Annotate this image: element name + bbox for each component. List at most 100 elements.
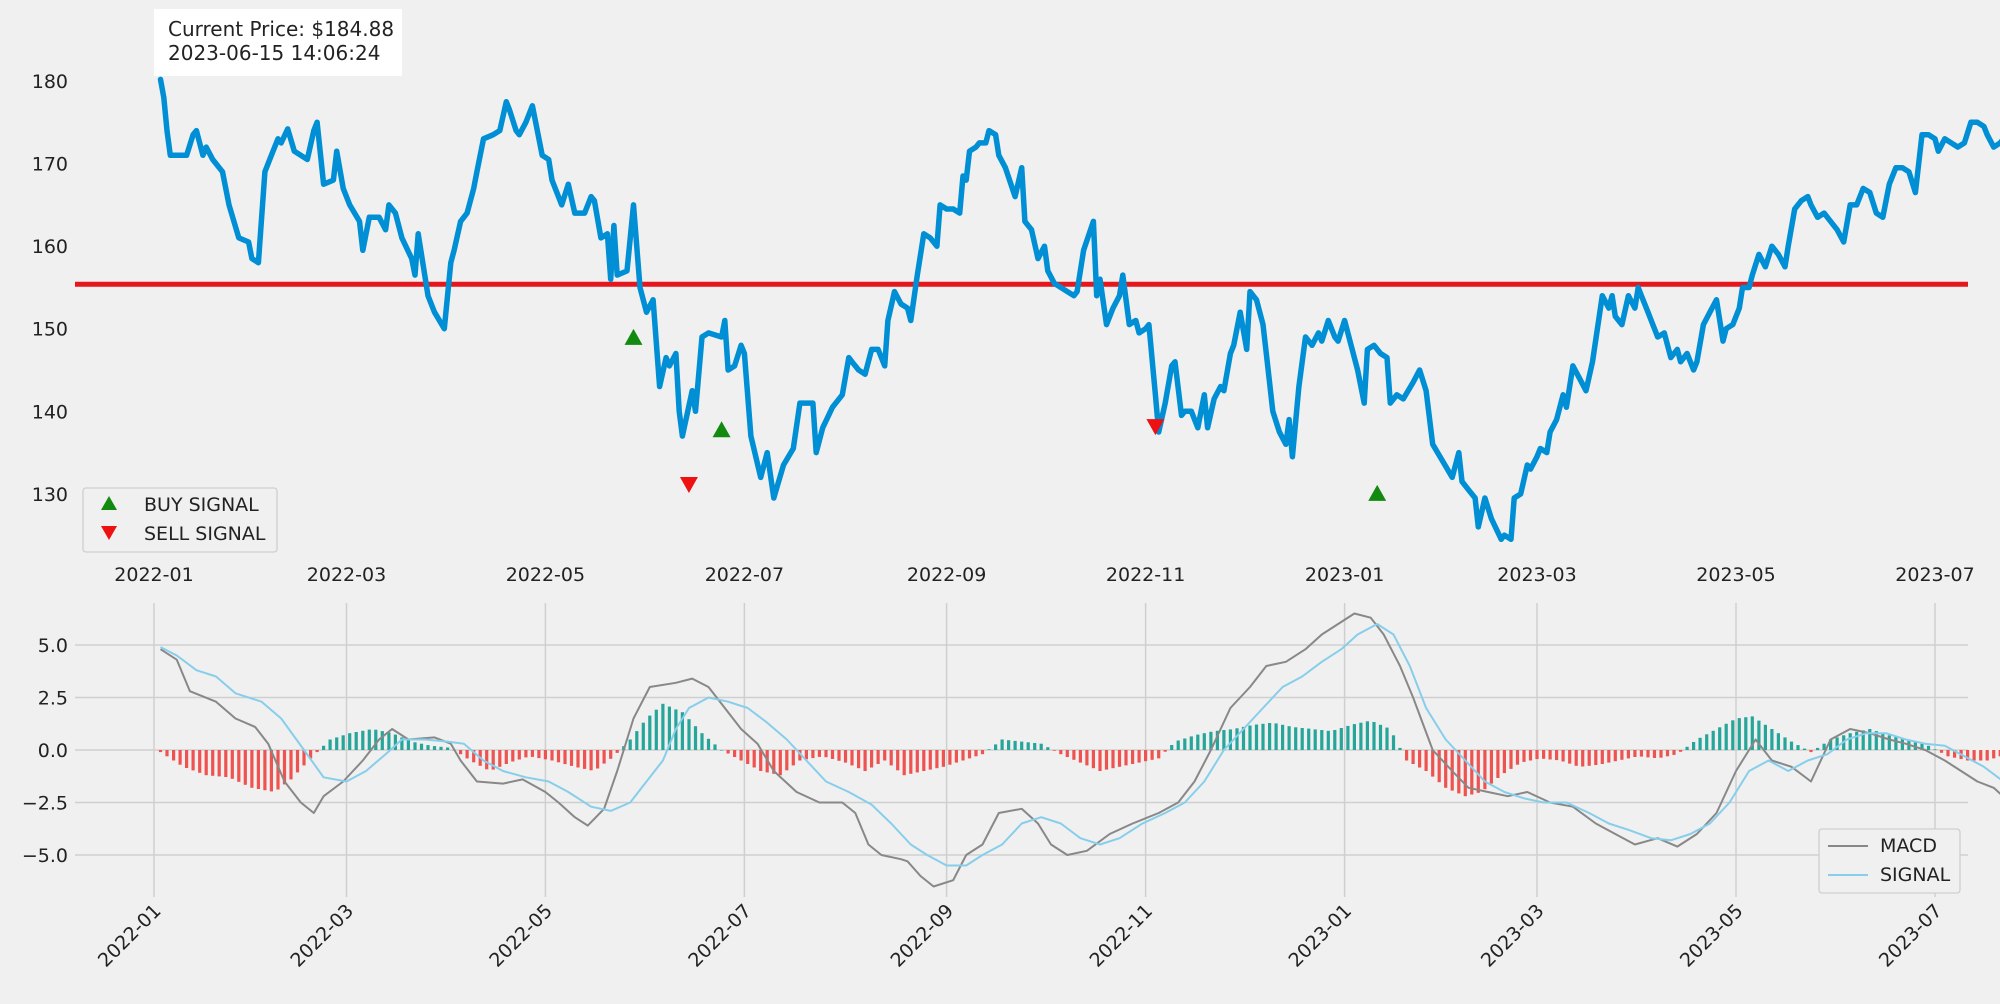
histogram-bar-55: [518, 750, 521, 760]
histogram-bar-227: [1640, 750, 1643, 757]
histogram-bar-180: [1333, 730, 1336, 750]
histogram-bar-243: [1744, 717, 1747, 750]
histogram-bar-163: [1222, 730, 1225, 750]
histogram-bar-75: [648, 716, 651, 750]
histogram-bar-240: [1725, 724, 1728, 750]
histogram-bar-209: [1522, 750, 1525, 762]
histogram-bar-89: [740, 750, 743, 761]
histogram-bar-115: [909, 750, 912, 774]
histogram-bar-181: [1340, 728, 1343, 750]
histogram-bar-186: [1372, 722, 1375, 750]
histogram-bar-247: [1770, 729, 1773, 750]
histogram-bar-281: [1992, 750, 1995, 758]
histogram-bar-10: [224, 750, 227, 777]
histogram-bar-193: [1418, 750, 1421, 768]
histogram-bar-238: [1712, 731, 1715, 750]
histogram-bar-68: [603, 750, 606, 764]
histogram-bar-107: [857, 750, 860, 768]
histogram-bar-220: [1594, 750, 1597, 765]
histogram-bar-69: [609, 750, 612, 759]
histogram-bar-52: [498, 750, 501, 767]
price-x-tick-label-9: 2023-07: [1895, 564, 1974, 586]
histogram-bar-215: [1562, 750, 1565, 762]
macd-y-tick-label-2: 0.0: [38, 740, 68, 762]
histogram-bar-81: [687, 719, 690, 750]
histogram-bar-86: [720, 750, 723, 751]
histogram-bar-128: [994, 744, 997, 750]
histogram-bar-160: [1203, 733, 1206, 750]
histogram-bar-250: [1790, 742, 1793, 750]
histogram-bar-169: [1261, 724, 1264, 750]
histogram-bar-190: [1398, 748, 1401, 750]
histogram-bar-254: [1816, 748, 1819, 750]
histogram-bar-253: [1809, 750, 1812, 752]
histogram-bar-205: [1496, 750, 1499, 778]
histogram-bar-131: [1014, 741, 1017, 750]
histogram-bar-60: [550, 750, 553, 761]
price-x-tick-label-1: 2022-03: [307, 564, 386, 586]
histogram-bar-108: [864, 750, 867, 771]
histogram-bar-96: [785, 750, 788, 770]
histogram-bar-43: [439, 747, 442, 750]
histogram-bar-235: [1692, 742, 1695, 750]
histogram-bar-149: [1131, 750, 1134, 764]
price-x-tick-label-5: 2022-11: [1106, 564, 1185, 586]
histogram-bar-117: [922, 750, 925, 771]
histogram-bar-62: [563, 750, 566, 764]
histogram-bar-176: [1307, 729, 1310, 750]
histogram-bar-40: [420, 744, 423, 750]
histogram-bar-1: [165, 750, 168, 756]
histogram-bar-175: [1301, 728, 1304, 750]
histogram-bar-134: [1033, 743, 1036, 750]
histogram-bar-177: [1314, 729, 1317, 750]
histogram-bar-178: [1320, 730, 1323, 750]
price-x-tick-label-7: 2023-03: [1497, 564, 1576, 586]
histogram-bar-252: [1803, 749, 1806, 750]
macd-y-tick-label-0: −5.0: [22, 845, 68, 867]
legend-signal-label: SIGNAL: [1880, 864, 1951, 886]
histogram-bar-132: [1020, 742, 1023, 750]
histogram-bar-109: [870, 750, 873, 768]
histogram-bar-241: [1731, 720, 1734, 750]
histogram-bar-143: [1092, 750, 1095, 768]
histogram-bar-182: [1346, 726, 1349, 750]
histogram-bar-101: [818, 750, 821, 757]
histogram-bar-24: [316, 750, 319, 752]
histogram-bar-65: [583, 750, 586, 769]
price-y-tick-label-5: 180: [32, 71, 68, 93]
histogram-bar-30: [355, 732, 358, 750]
histogram-bar-72: [629, 740, 632, 751]
histogram-bar-26: [329, 740, 332, 751]
histogram-bar-114: [903, 750, 906, 775]
price-x-tick-label-3: 2022-07: [705, 564, 784, 586]
histogram-bar-50: [485, 750, 488, 769]
histogram-bar-234: [1686, 747, 1689, 750]
histogram-bar-34: [381, 731, 384, 750]
histogram-bar-47: [466, 750, 469, 758]
histogram-bar-120: [942, 750, 945, 767]
histogram-bar-216: [1568, 750, 1571, 764]
histogram-bar-12: [237, 750, 240, 782]
histogram-bar-165: [1235, 728, 1238, 750]
histogram-bar-61: [557, 750, 560, 762]
histogram-bar-129: [1001, 740, 1004, 751]
histogram-bar-142: [1085, 750, 1088, 765]
histogram-bar-135: [1040, 744, 1043, 750]
histogram-bar-213: [1549, 750, 1552, 760]
macd-y-tick-label-3: 2.5: [38, 688, 68, 710]
histogram-bar-138: [1059, 750, 1062, 754]
histogram-bar-44: [446, 748, 449, 751]
histogram-bar-74: [642, 723, 645, 750]
histogram-bar-188: [1385, 728, 1388, 750]
histogram-bar-58: [537, 750, 540, 758]
histogram-bar-174: [1294, 727, 1297, 750]
histogram-bar-9: [218, 750, 221, 776]
histogram-bar-204: [1490, 750, 1493, 784]
histogram-bar-38: [407, 740, 410, 750]
histogram-bar-121: [948, 750, 951, 765]
histogram-bar-139: [1066, 750, 1069, 757]
histogram-bar-33: [374, 730, 377, 750]
histogram-bar-41: [426, 745, 429, 750]
histogram-bar-88: [733, 750, 736, 757]
